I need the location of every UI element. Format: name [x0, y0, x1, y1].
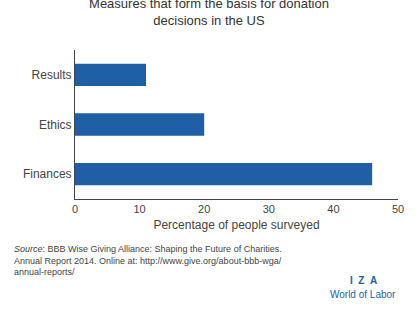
- svg-text:I Z A: I Z A: [350, 275, 377, 286]
- svg-text:Ethics: Ethics: [39, 118, 72, 132]
- svg-text:Finances: Finances: [23, 167, 72, 181]
- svg-text:30: 30: [263, 203, 275, 215]
- svg-text:World of Labor: World of Labor: [330, 289, 396, 300]
- svg-text:20: 20: [198, 203, 210, 215]
- svg-text:40: 40: [327, 203, 339, 215]
- svg-text:0: 0: [72, 203, 78, 215]
- svg-text:Percentage of people surveyed: Percentage of people surveyed: [153, 218, 319, 232]
- svg-text:Measures that form the basis f: Measures that form the basis for donatio…: [89, 0, 329, 28]
- svg-text:Source: BBB Wise Giving Allian: Source: BBB Wise Giving Alliance: Shapin…: [14, 244, 282, 277]
- svg-text:Results: Results: [32, 68, 72, 82]
- svg-text:10: 10: [133, 203, 145, 215]
- svg-text:50: 50: [392, 203, 404, 215]
